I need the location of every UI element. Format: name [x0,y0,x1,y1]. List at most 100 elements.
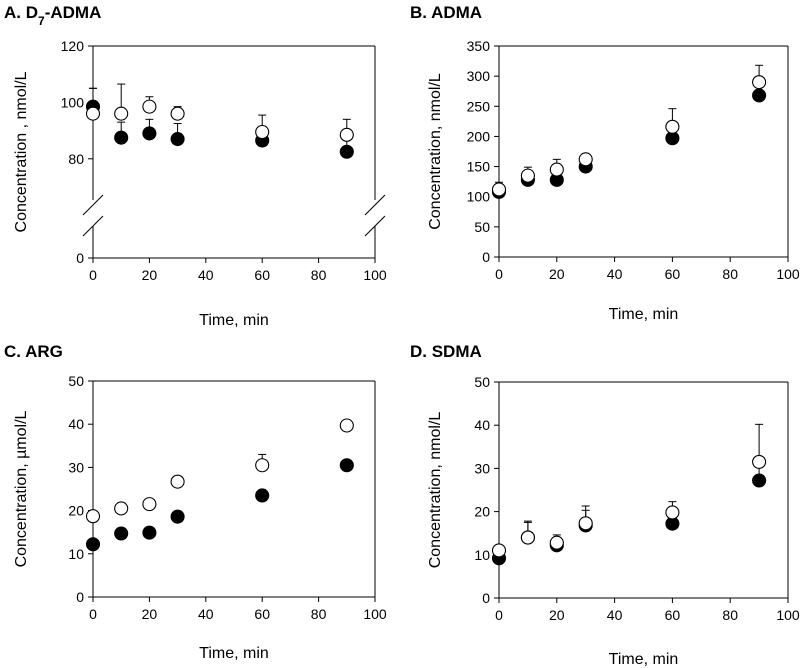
data-point-filled [752,88,767,103]
x-axis-label: Time, min [199,645,269,662]
x-tick-label: 0 [89,267,97,283]
data-point-open [752,454,767,469]
y-tick-label: 100 [467,189,491,205]
y-axis-label: Concentration , nmol/L [13,71,30,232]
y-tick-label: 120 [61,38,85,54]
data-point-open [114,501,129,516]
y-tick-label: 10 [68,546,84,562]
y-tick-label: 150 [467,159,491,175]
data-point-open [85,509,101,524]
data-point-open [491,543,507,558]
data-point-open [491,182,507,197]
data-point-open [752,75,767,90]
x-tick-label: 100 [776,266,800,282]
y-axis-label: Concentration, nmol/L [427,412,444,569]
x-tick-label: 20 [142,606,158,622]
y-tick-label: 50 [68,373,84,389]
data-point-filled [114,130,129,145]
y-tick-label: 10 [474,547,490,563]
data-point-open [578,516,593,531]
y-tick-label: 100 [61,94,85,110]
y-tick-label: 350 [467,38,491,54]
y-tick-label: 250 [467,98,491,114]
panel-title-main: A. D [4,3,38,22]
y-tick-label: 30 [68,459,84,475]
y-tick-label: 20 [68,503,84,519]
panel-title: A. D7-ADMA [4,3,101,28]
data-point-open [85,106,101,121]
data-point-open [520,168,535,183]
x-tick-label: 20 [549,607,565,623]
axis-break-mark [364,215,386,237]
y-axis-label: Concentration, µmol/L [13,410,30,567]
data-point-open [549,162,564,177]
x-tick-label: 20 [142,267,158,283]
x-tick-label: 80 [311,606,327,622]
x-tick-label: 60 [665,607,681,623]
panel-title: D. SDMA [410,342,482,361]
x-tick-label: 80 [722,266,738,282]
data-point-filled [170,132,185,147]
x-tick-label: 0 [89,606,97,622]
x-tick-label: 40 [198,606,214,622]
x-tick-label: 60 [254,606,270,622]
x-axis-label: Time, min [609,306,679,323]
data-point-filled [142,126,157,141]
x-tick-label: 80 [722,607,738,623]
y-tick-label: 200 [467,128,491,144]
data-point-open [255,458,270,473]
panel-a: A. D7-ADMA 0 20 40 60 80 100 0 80 100 120 Time, min… [4,3,387,329]
x-tick-label: 60 [254,267,270,283]
panel-d: D. SDMA 0 20 40 60 80 100 0 10 20 30 40 50 Time, min C… [410,342,800,668]
y-tick-label: 20 [474,504,490,520]
panel-title: C. ARG [4,342,63,361]
data-point-open [520,530,535,545]
x-tick-label: 40 [607,607,623,623]
y-tick-label: 0 [76,589,84,605]
x-tick-label: 20 [549,266,565,282]
data-point-open [665,119,680,134]
y-tick-label: 50 [474,219,490,235]
data-point-open [339,418,354,433]
y-tick-label: 0 [482,249,490,265]
x-tick-label: 40 [607,266,623,282]
y-tick-label: 80 [68,151,84,167]
panel-c: C. ARG 0 20 40 60 80 100 0 10 20 30 40 50 Time, min Co… [4,342,387,662]
y-tick-label: 40 [474,417,490,433]
x-tick-label: 100 [776,607,800,623]
x-tick-label: 100 [363,267,387,283]
data-point-filled [339,458,354,473]
y-tick-label: 50 [474,374,490,390]
axis-break-mark [82,194,104,216]
data-point-filled [255,488,270,503]
data-point-open [170,106,185,121]
data-point-open [170,474,185,489]
data-point-open [578,152,593,167]
data-point-filled [142,525,157,540]
y-tick-label: 0 [482,590,490,606]
x-axis-label: Time, min [609,651,679,668]
axis-break-mark [82,215,104,237]
x-tick-label: 100 [363,606,387,622]
x-tick-label: 40 [198,267,214,283]
data-point-open [665,505,680,520]
data-point-open [142,99,157,114]
data-point-open [114,106,129,121]
x-tick-label: 0 [495,266,503,282]
data-point-open [549,535,564,550]
panel-title-subscript: 7 [38,14,45,28]
data-point-filled [114,526,129,541]
data-point-filled [170,509,185,524]
y-tick-label: 0 [76,250,84,266]
y-tick-label: 40 [68,416,84,432]
panel-title-main: D. SDMA [410,342,482,361]
y-tick-label: 30 [474,460,490,476]
data-point-filled [752,473,767,488]
data-point-filled [85,537,101,552]
x-tick-label: 60 [665,266,681,282]
x-axis-label: Time, min [199,312,269,329]
y-tick-label: 300 [467,68,491,84]
data-point-open [255,124,270,140]
panel-b: B. ADMA 0 20 40 60 80 100 0 50 100 150 200 250 300 350… [410,3,800,323]
